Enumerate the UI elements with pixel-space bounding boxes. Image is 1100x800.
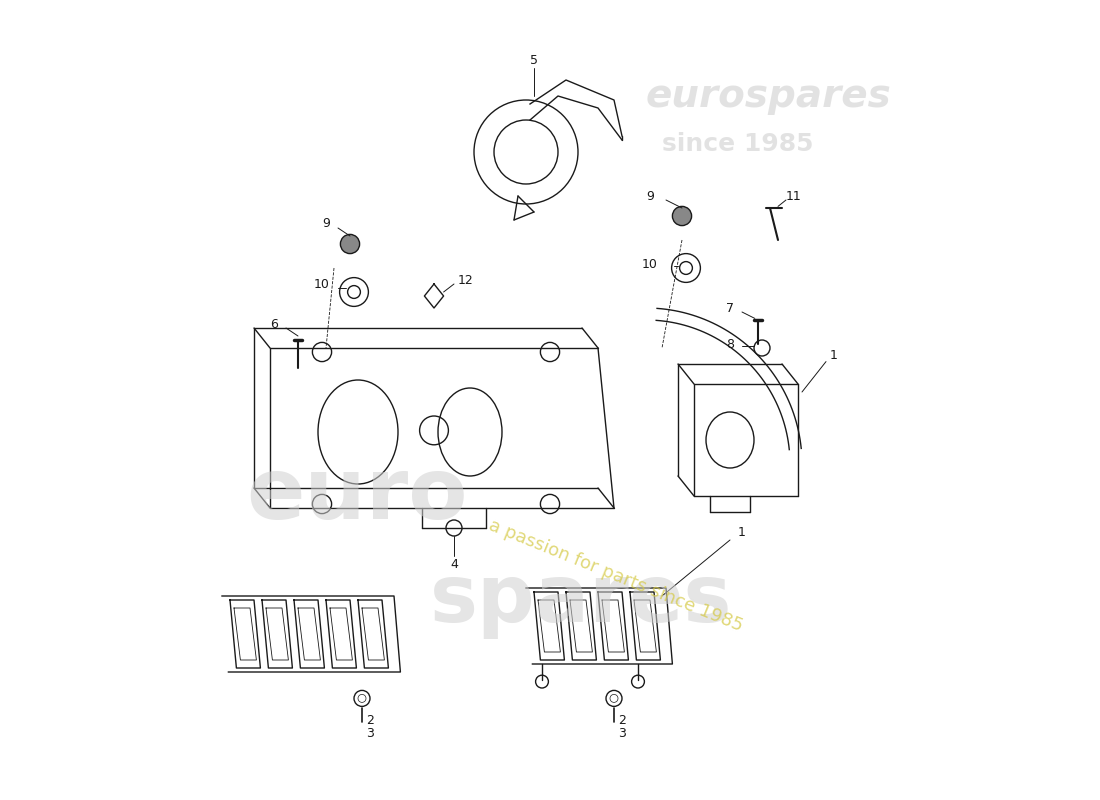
Text: 10: 10 bbox=[642, 258, 658, 270]
Text: spares: spares bbox=[430, 561, 733, 639]
Text: 8: 8 bbox=[726, 338, 734, 350]
Text: 7: 7 bbox=[726, 302, 734, 314]
Text: a passion for parts since 1985: a passion for parts since 1985 bbox=[486, 517, 746, 635]
Text: 12: 12 bbox=[458, 274, 474, 286]
Text: 11: 11 bbox=[786, 190, 802, 202]
Text: 1: 1 bbox=[830, 350, 838, 362]
Text: since 1985: since 1985 bbox=[662, 132, 814, 156]
Text: 3: 3 bbox=[618, 727, 626, 740]
Text: 5: 5 bbox=[530, 54, 538, 66]
Text: 10: 10 bbox=[315, 278, 330, 290]
Text: 9: 9 bbox=[646, 190, 653, 202]
Text: euro: euro bbox=[246, 454, 468, 538]
Text: 4: 4 bbox=[450, 558, 458, 570]
Text: 1: 1 bbox=[738, 526, 746, 538]
Circle shape bbox=[340, 234, 360, 254]
Text: eurospares: eurospares bbox=[646, 77, 892, 115]
Text: 9: 9 bbox=[322, 218, 330, 230]
Circle shape bbox=[672, 206, 692, 226]
Text: 3: 3 bbox=[366, 727, 374, 740]
Text: 6: 6 bbox=[271, 318, 278, 330]
Text: 2: 2 bbox=[366, 714, 374, 726]
Text: 2: 2 bbox=[618, 714, 626, 726]
